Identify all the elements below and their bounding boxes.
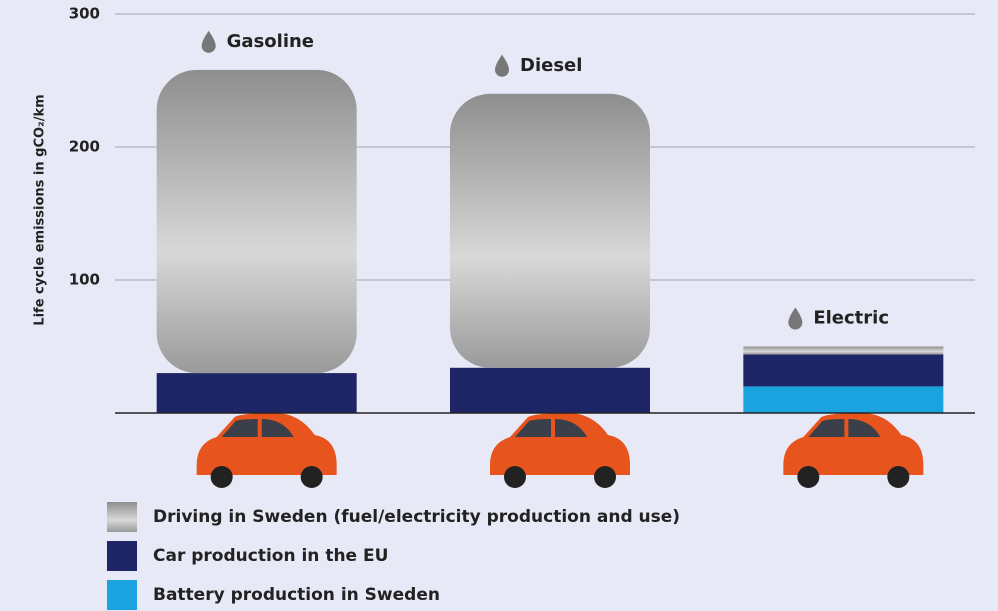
legend-label: Battery production in Sweden <box>153 585 440 605</box>
y-tick-label: 300 <box>69 5 100 23</box>
drop-icon <box>788 307 803 330</box>
bar-segment <box>450 367 650 413</box>
bar-segment <box>743 354 944 387</box>
car-window <box>515 419 587 437</box>
car-wheel <box>210 466 233 488</box>
category-label: Electric <box>813 308 889 329</box>
car-icon <box>783 413 924 488</box>
car-icon <box>196 413 337 488</box>
y-axis-title: Life cycle emissions in gCO₂/km <box>33 94 48 325</box>
car-window <box>808 419 881 437</box>
bar-segment <box>156 69 357 374</box>
car-wheel <box>504 466 526 488</box>
category-label: Diesel <box>520 55 582 76</box>
y-tick-label: 100 <box>69 271 100 289</box>
bar-segment <box>743 346 944 355</box>
car-icon <box>490 413 630 488</box>
legend-label: Car production in the EU <box>153 546 388 566</box>
bar-segment <box>156 373 357 413</box>
car-window <box>221 419 294 437</box>
car-wheel <box>797 466 820 488</box>
bar-segment <box>450 93 650 368</box>
legend-label: Driving in Sweden (fuel/electricity prod… <box>153 507 680 527</box>
car-wheel <box>887 466 910 488</box>
legend-swatch <box>107 502 137 532</box>
car-wheel <box>594 466 616 488</box>
legend-swatch <box>107 580 137 610</box>
y-tick-label: 200 <box>69 138 100 156</box>
drop-icon <box>495 54 509 77</box>
car-wheel <box>300 466 323 488</box>
category-label: Gasoline <box>227 31 314 52</box>
legend-swatch <box>107 541 137 571</box>
bar-segment <box>743 386 944 413</box>
drop-icon <box>201 30 216 53</box>
